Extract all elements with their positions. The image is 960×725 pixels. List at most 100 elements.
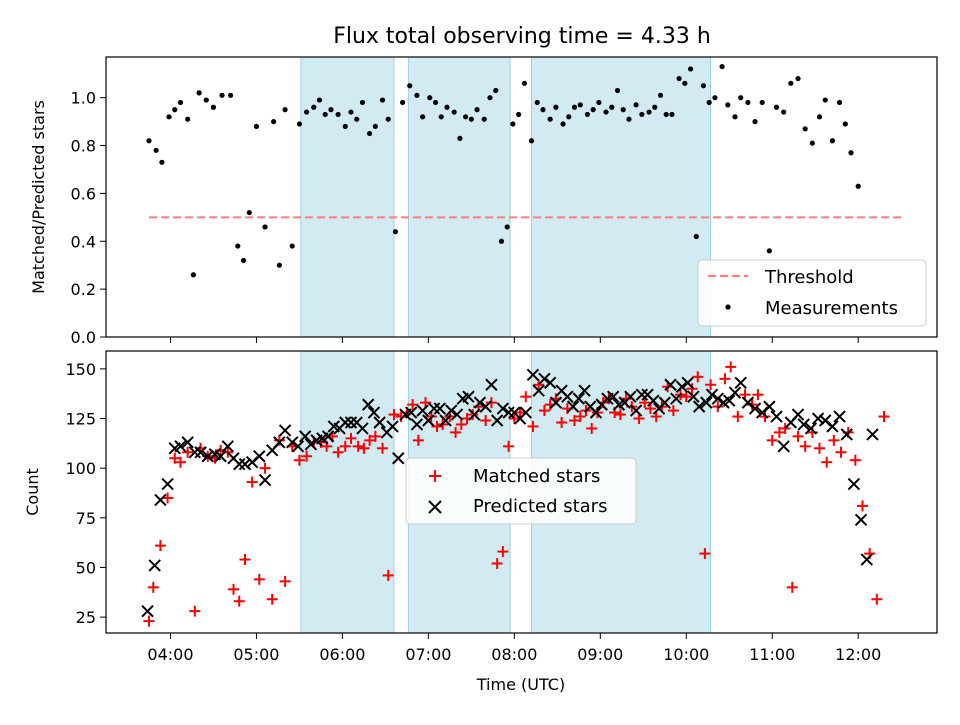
matched-star-point — [455, 418, 467, 430]
matched-star-point — [467, 409, 479, 421]
predicted-star-point — [578, 384, 591, 397]
predicted-star-point — [589, 406, 603, 419]
measurement-point — [420, 114, 426, 120]
matched-star-point — [154, 540, 166, 552]
measurement-point — [676, 75, 682, 82]
predicted-star-point — [174, 440, 187, 453]
matched-star-point — [766, 434, 778, 446]
predicted-star-point — [161, 477, 174, 491]
predicted-star-point — [221, 440, 234, 453]
matched-star-point — [491, 557, 503, 569]
matched-star-point — [332, 446, 344, 458]
measurement-point — [451, 109, 457, 115]
measurement-point — [153, 147, 159, 153]
matched-star-point — [792, 430, 804, 442]
matched-star-point — [878, 411, 890, 423]
measurement-point — [493, 87, 499, 94]
measurement-point — [457, 135, 463, 141]
predicted-star-point — [321, 430, 335, 443]
matched-star-point — [497, 546, 509, 558]
predicted-star-point — [367, 406, 381, 419]
measurement-point — [235, 243, 241, 249]
measurement-point — [553, 104, 559, 110]
matched-star-point — [503, 440, 515, 452]
predicted-star-point — [344, 416, 358, 429]
predicted-star-point — [526, 368, 540, 382]
matched-star-point — [485, 397, 497, 409]
legend-top: Threshold Measurements — [697, 259, 927, 327]
measurement-point — [609, 104, 615, 110]
shaded-intervals — [300, 56, 712, 338]
legend-box-top — [697, 259, 927, 327]
matched-star-point — [508, 413, 520, 425]
measurement-point — [253, 123, 260, 130]
matched-star-point — [169, 452, 181, 464]
measurement-point — [296, 121, 303, 127]
measurement-point — [335, 111, 341, 118]
measurement-point — [829, 138, 836, 144]
measurement-point — [693, 233, 699, 240]
predicted-star-point — [422, 414, 435, 427]
measurement-point — [633, 102, 639, 108]
measurement-point — [372, 123, 378, 130]
measurement-point — [603, 109, 609, 115]
matched-star-point — [786, 581, 798, 593]
predicted-star-point — [141, 604, 154, 618]
legend-bottom: Matched stars Predicted stars — [405, 457, 637, 525]
matched-star-point — [719, 373, 731, 385]
legend-matched-swatch — [429, 470, 441, 482]
predicted-star-point — [298, 430, 312, 443]
predicted-star-point — [763, 400, 776, 413]
measurement-point — [745, 99, 751, 106]
measurement-point — [177, 99, 184, 106]
matched-star-point — [233, 595, 245, 607]
matched-star-point — [828, 434, 840, 446]
legend-matched-label: Matched stars — [473, 466, 600, 487]
measurement-point — [276, 262, 282, 268]
matched-star-point — [450, 426, 462, 438]
predicted-star-point — [410, 418, 424, 431]
measurement-point — [463, 114, 469, 120]
measurement-point — [311, 104, 317, 110]
predicted-star-point — [356, 422, 369, 435]
measurement-point — [444, 104, 450, 110]
predicted-star-point — [647, 394, 660, 407]
matched-star-point — [514, 407, 526, 419]
measurement-point — [510, 121, 516, 127]
matched-star-point — [667, 405, 679, 417]
predicted-star-point — [561, 390, 574, 403]
matched-star-point — [686, 383, 698, 395]
matched-star-point — [533, 379, 545, 391]
measurement-point — [219, 92, 225, 98]
x-tick-label: 07:00 — [405, 645, 451, 664]
matched-star-point — [175, 456, 187, 468]
predicted-star-point — [188, 446, 202, 459]
measurement-point — [316, 97, 323, 103]
measurement-point — [210, 104, 217, 110]
legend-predicted-swatch — [428, 500, 442, 514]
measurement-point — [438, 114, 444, 120]
shaded-interval — [531, 56, 712, 338]
measurement-point — [687, 66, 694, 72]
predicted-star-point — [404, 406, 418, 419]
predicted-star-point — [705, 388, 719, 401]
predicted-star-point — [635, 388, 649, 401]
measurement-point — [788, 80, 794, 86]
predicted-star-point — [392, 452, 405, 465]
legend-box-bottom — [405, 457, 637, 525]
matched-star-point — [147, 581, 159, 593]
legend-measurements-swatch — [725, 304, 731, 310]
measurement-point — [571, 104, 578, 110]
predicted-star-point — [291, 440, 305, 453]
predicted-star-point — [479, 400, 492, 413]
y-tick-label: 0.6 — [71, 184, 96, 203]
measurement-point — [354, 116, 360, 122]
predicted-star-point — [629, 404, 643, 417]
matched-star-point — [279, 575, 291, 587]
legend-measurements-label: Measurements — [765, 298, 898, 319]
y-axis-label-bottom: Count — [23, 468, 42, 516]
predicted-star-point — [797, 418, 810, 431]
matched-star-point — [266, 593, 278, 605]
predicted-star-point — [532, 384, 545, 397]
